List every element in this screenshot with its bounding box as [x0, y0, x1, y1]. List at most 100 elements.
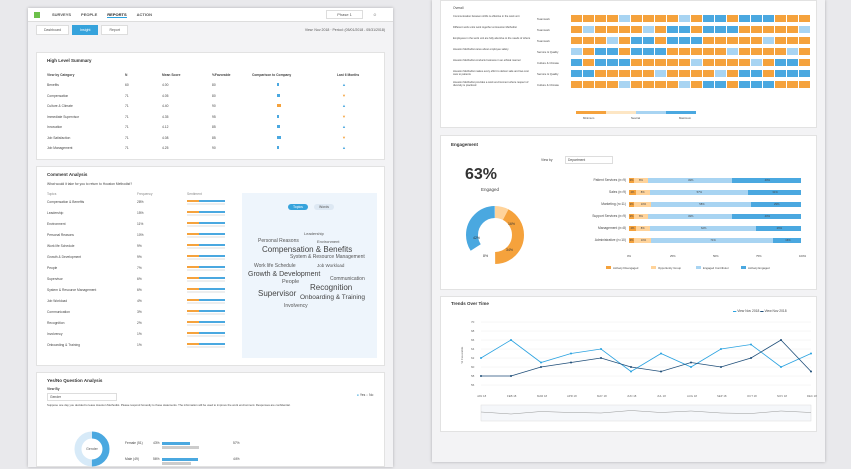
hl-cell: 4.40: [162, 104, 169, 108]
heat-cell: [751, 15, 762, 22]
hl-cell: 90: [212, 104, 216, 108]
heat-cell: [691, 37, 702, 44]
toggle-topics[interactable]: Topics: [288, 204, 308, 210]
card-title: Engagement: [451, 142, 479, 147]
sentiment-pos-bar: [199, 211, 225, 213]
x-tick: FEB 18: [507, 394, 517, 398]
engagement-segment: [629, 238, 635, 243]
period-label: View: Nov 2018 · Period: (05/01/2018 - 0…: [304, 28, 385, 32]
data-point[interactable]: [750, 357, 752, 359]
heat-cell: [607, 37, 618, 44]
nav-reports[interactable]: REPORTS: [107, 11, 127, 18]
trend-legend: ▬ View Nov 2018 ▬ View Nov 2018: [733, 309, 787, 313]
card-title: Trends Over Time: [451, 301, 489, 306]
topic-name: System & Resource Management: [47, 288, 97, 292]
tab-insight[interactable]: Insight: [72, 25, 99, 35]
segment-value: 31%: [772, 190, 778, 194]
segment-value: 4%: [630, 226, 635, 230]
donut-seg-3: 34%: [506, 248, 513, 252]
gender-select[interactable]: Gender: [47, 393, 117, 401]
nav-action[interactable]: ACTION: [136, 12, 152, 17]
segment-value: 71%: [710, 238, 716, 242]
hl-header: Mean Score: [162, 73, 181, 77]
viewby-label: View By: [47, 387, 60, 391]
heat-cell: [667, 48, 678, 55]
nav-people[interactable]: PEOPLE: [81, 12, 98, 17]
heat-cell: [763, 70, 774, 77]
comparison-bar: [277, 83, 279, 86]
heat-cell: [703, 59, 714, 66]
heat-cell: [655, 70, 666, 77]
data-point[interactable]: [690, 361, 692, 364]
data-point[interactable]: [540, 361, 542, 364]
nav-surveys[interactable]: SURVEYS: [52, 12, 72, 17]
hl-header: N: [125, 73, 128, 77]
sentiment-pos-bar: [199, 222, 225, 224]
data-point[interactable]: [780, 366, 782, 368]
data-point[interactable]: [720, 366, 722, 368]
account-select[interactable]: Phase 1: [326, 10, 363, 19]
heat-cell: [667, 37, 678, 44]
data-point[interactable]: [630, 366, 632, 368]
data-point[interactable]: [600, 348, 602, 350]
sentiment-pos-bar: [199, 233, 225, 235]
heat-cell: [595, 15, 606, 22]
cloud-word: Growth & Development: [248, 271, 321, 278]
series-line: [480, 339, 812, 372]
hl-cell: 85: [212, 135, 216, 140]
hl-cell: 85: [212, 125, 216, 129]
yn-no-pct: 44%: [233, 457, 240, 461]
comparison-bar: [277, 125, 280, 128]
sentiment-pos-bar: [199, 266, 225, 268]
data-point[interactable]: [690, 366, 692, 368]
data-point[interactable]: [660, 352, 662, 355]
hl-cell: Benefits: [47, 83, 59, 87]
segment-value: 16%: [785, 238, 791, 242]
segment-value: 10%: [640, 202, 647, 206]
range-navigator[interactable]: [480, 404, 812, 422]
data-point[interactable]: [570, 352, 572, 355]
data-point[interactable]: [510, 339, 512, 341]
toggle-words[interactable]: Words: [314, 204, 335, 210]
heat-cell: [571, 81, 582, 88]
segment-value: 3%: [629, 214, 634, 218]
data-point[interactable]: [570, 361, 572, 364]
legend-text: Actively Disengaged: [613, 266, 639, 270]
donut-seg-1: 42%: [473, 236, 480, 240]
sentiment-neu-bar: [187, 291, 225, 293]
topic-frequency: 7%: [137, 266, 142, 270]
data-point[interactable]: [480, 375, 482, 377]
data-point[interactable]: [600, 357, 602, 359]
data-point[interactable]: [510, 375, 512, 377]
data-point[interactable]: [780, 339, 782, 341]
sentiment-neu-bar: [187, 302, 225, 304]
heat-cell: [715, 26, 726, 33]
heatmap-card: Overall Communication between shifts is …: [440, 0, 817, 128]
user-icon[interactable]: ☺: [372, 12, 377, 17]
heat-cell: [631, 37, 642, 44]
department-select[interactable]: Department: [565, 156, 613, 164]
heat-cell: [571, 37, 582, 44]
legend-yes: Yes: [359, 393, 366, 397]
hl-header: %Favorable: [212, 73, 231, 77]
heat-cell: [775, 37, 786, 44]
comparison-bar: [277, 135, 281, 139]
heat-category: Service & Quality: [537, 50, 559, 54]
tab-dashboard[interactable]: Dashboard: [36, 25, 70, 35]
data-point[interactable]: [540, 366, 542, 368]
data-point[interactable]: [810, 352, 812, 355]
left-dashboard: SURVEYS PEOPLE REPORTS ACTION Phase 1 ☺ …: [28, 8, 393, 467]
data-point[interactable]: [750, 343, 752, 346]
tab-report[interactable]: Report: [101, 25, 128, 35]
hl-header: View by Category: [47, 73, 75, 77]
sentiment-neu-bar: [187, 313, 225, 315]
data-point[interactable]: [480, 357, 482, 359]
sentiment-pos-bar: [199, 332, 225, 334]
data-point[interactable]: [720, 348, 722, 350]
sentiment-neg-bar: [187, 277, 199, 279]
data-point[interactable]: [630, 370, 632, 373]
dept-label: Management (n=8): [598, 226, 626, 230]
data-point[interactable]: [660, 370, 662, 373]
heat-cell: [751, 70, 762, 77]
data-point[interactable]: [810, 370, 812, 373]
